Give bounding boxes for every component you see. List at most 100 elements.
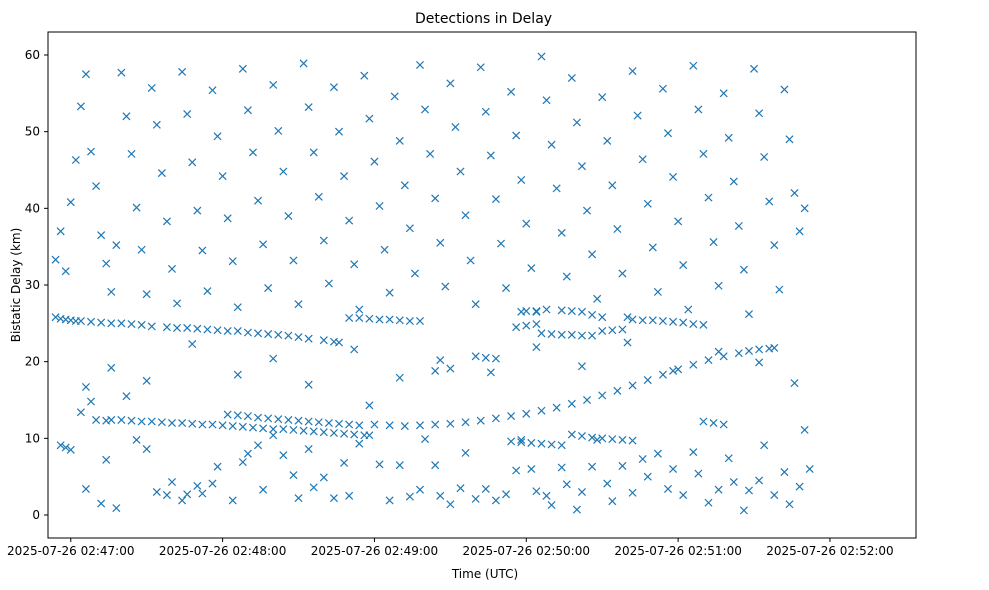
data-point — [729, 177, 738, 186]
data-point — [436, 238, 445, 247]
data-point — [431, 420, 440, 429]
data-point — [522, 409, 531, 418]
data-point — [689, 320, 698, 329]
data-point — [471, 352, 480, 361]
data-point — [61, 443, 70, 452]
data-point — [648, 243, 657, 252]
y-tick-label: 50 — [25, 125, 40, 139]
data-point — [446, 364, 455, 373]
data-point — [663, 129, 673, 138]
data-point — [669, 464, 678, 474]
data-point — [102, 455, 111, 464]
data-point — [56, 441, 65, 450]
data-point — [618, 325, 627, 334]
y-axis-ticks: 0 10 20 30 40 50 60 — [25, 48, 48, 522]
data-point — [167, 418, 177, 428]
data-point — [213, 462, 222, 471]
data-point — [567, 330, 576, 339]
data-point — [213, 132, 222, 141]
data-point — [527, 438, 536, 447]
data-point — [431, 461, 440, 470]
data-point — [517, 438, 526, 447]
data-point — [198, 489, 207, 498]
y-axis-label: Bistatic Delay (km) — [9, 228, 23, 343]
data-point — [208, 420, 217, 429]
data-point — [400, 422, 409, 431]
data-point — [527, 264, 536, 273]
data-point — [81, 70, 90, 79]
data-point — [329, 83, 338, 92]
data-point — [598, 434, 607, 443]
data-point — [729, 478, 738, 487]
data-point — [689, 360, 698, 369]
data-point — [304, 380, 313, 389]
data-point — [643, 199, 652, 208]
data-point — [314, 192, 323, 201]
x-tick-label: 2025-07-26 02:48:00 — [159, 544, 286, 558]
data-point — [724, 454, 733, 463]
y-tick-label: 0 — [32, 508, 40, 522]
data-point — [365, 314, 374, 323]
data-point — [122, 392, 131, 401]
data-point — [755, 345, 764, 354]
data-point — [577, 432, 586, 441]
data-point — [193, 324, 202, 333]
data-point — [385, 496, 394, 505]
data-point — [51, 255, 60, 264]
data-point — [714, 485, 723, 494]
data-point — [264, 414, 273, 423]
data-point — [132, 203, 141, 212]
data-point — [694, 105, 703, 114]
data-point — [274, 415, 283, 424]
data-point — [572, 505, 581, 514]
data-point — [279, 451, 288, 460]
data-point — [61, 267, 70, 276]
data-point — [71, 156, 80, 165]
data-point — [304, 445, 313, 454]
data-point — [431, 366, 440, 375]
data-point — [557, 463, 566, 472]
data-point — [167, 478, 177, 487]
data-point — [107, 287, 116, 296]
data-point — [780, 85, 789, 94]
data-point — [471, 494, 480, 503]
data-point — [269, 80, 278, 89]
data-point — [152, 487, 161, 497]
data-point — [476, 416, 485, 425]
data-point — [780, 468, 789, 477]
data-point — [66, 198, 75, 207]
data-point — [507, 412, 516, 421]
data-point — [537, 52, 546, 61]
data-point — [405, 317, 414, 326]
data-point — [608, 181, 617, 190]
data-point — [608, 497, 617, 506]
data-point — [193, 206, 202, 215]
data-point — [491, 414, 500, 423]
data-point — [107, 415, 116, 424]
data-point — [618, 435, 627, 444]
data-point — [739, 265, 748, 274]
data-point — [183, 110, 192, 119]
data-point — [375, 315, 384, 324]
data-point — [618, 461, 627, 470]
data-point — [294, 494, 303, 503]
data-point — [92, 182, 101, 191]
data-point — [598, 326, 607, 336]
data-point — [481, 484, 490, 493]
data-point — [593, 294, 602, 303]
data-point — [198, 246, 207, 255]
data-point — [507, 87, 516, 96]
data-point — [537, 406, 546, 415]
data-point — [157, 418, 166, 427]
data-point — [132, 435, 141, 444]
data-point — [299, 59, 308, 68]
data-point — [598, 391, 607, 400]
data-point — [375, 202, 384, 211]
data-point — [198, 420, 207, 429]
data-point — [223, 410, 232, 419]
data-point — [446, 79, 455, 88]
data-point — [223, 214, 232, 223]
data-point — [289, 256, 298, 265]
data-point — [755, 109, 764, 118]
